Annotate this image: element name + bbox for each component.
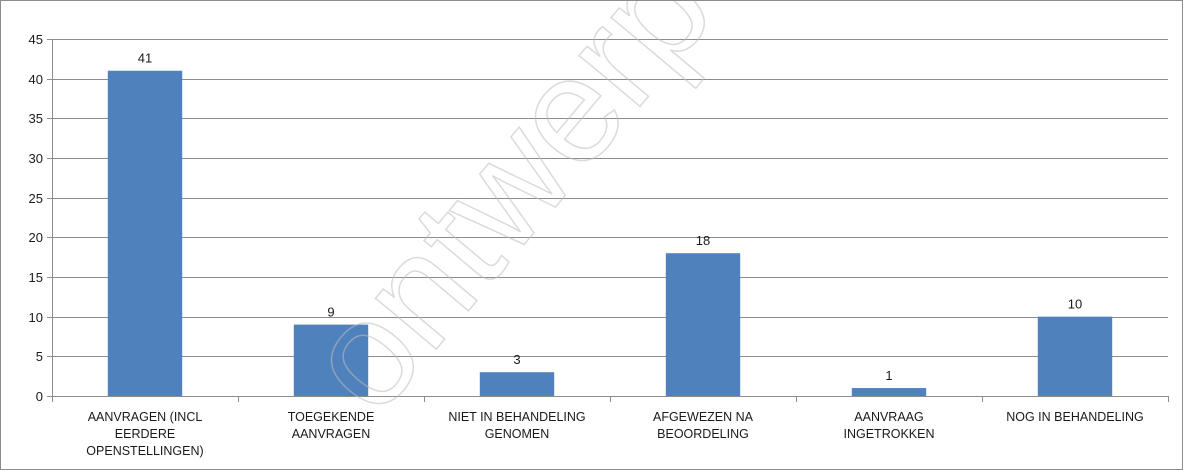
data-label: 1 <box>885 368 892 383</box>
bar <box>107 70 183 396</box>
category-label-line: BEOORDELING <box>657 427 749 441</box>
category-label: NIET IN BEHANDELING GENOMEN <box>448 410 585 441</box>
data-label: 18 <box>696 233 710 248</box>
category-label: AFGEWEZEN NA BEOORDELING <box>653 410 754 441</box>
category-label-line: NIET IN BEHANDELING <box>448 410 585 424</box>
y-tick-label: 5 <box>36 349 43 364</box>
bar <box>293 324 369 396</box>
category-label-line: OPENSTELLINGEN) <box>86 444 203 458</box>
category-label-line: AANVRAGEN <box>292 427 371 441</box>
category-label-line: INGETROKKEN <box>844 427 935 441</box>
data-label: 10 <box>1068 297 1082 312</box>
bar <box>665 253 741 396</box>
y-tick-label: 10 <box>29 310 43 325</box>
data-label: 41 <box>138 51 152 66</box>
bar <box>1037 316 1113 396</box>
category-label-line: AFGEWEZEN NA <box>653 410 754 424</box>
watermark: ontwerp-ja <box>271 1 852 442</box>
data-labels: 41 9 3 18 1 10 <box>138 51 1082 383</box>
y-tick-label: 30 <box>29 151 43 166</box>
gridlines <box>52 39 1168 357</box>
bar <box>851 388 927 396</box>
y-tick-label: 15 <box>29 270 43 285</box>
axes <box>47 39 1169 402</box>
category-label-line: EERDERE <box>115 427 175 441</box>
category-label: AANVRAGEN (INCL EERDERE OPENSTELLINGEN) <box>86 410 203 458</box>
category-label-line: GENOMEN <box>485 427 550 441</box>
y-tick-label: 35 <box>29 111 43 126</box>
bar <box>479 372 555 396</box>
category-label: NOG IN BEHANDELING <box>1006 410 1144 424</box>
data-label: 3 <box>513 352 520 367</box>
y-tick-labels: 0 5 10 15 20 25 30 35 40 45 <box>29 32 43 404</box>
category-label: TOEGEKENDE AANVRAGEN <box>288 410 375 441</box>
category-label-line: AANVRAGEN (INCL <box>88 410 203 424</box>
y-tick-label: 0 <box>36 389 43 404</box>
category-label-line: NOG IN BEHANDELING <box>1006 410 1144 424</box>
category-labels: AANVRAGEN (INCL EERDERE OPENSTELLINGEN) TOE… <box>86 410 1143 458</box>
category-label-line: AANVRAAG <box>854 410 923 424</box>
y-tick-label: 45 <box>29 32 43 47</box>
category-label: AANVRAAG INGETROKKEN <box>844 410 935 441</box>
bars <box>107 70 1113 396</box>
y-tick-label: 20 <box>29 230 43 245</box>
y-tick-label: 40 <box>29 72 43 87</box>
y-tick-label: 25 <box>29 191 43 206</box>
category-label-line: TOEGEKENDE <box>288 410 375 424</box>
watermark-text: ontwerp-ja <box>272 1 851 442</box>
data-label: 9 <box>327 305 334 320</box>
